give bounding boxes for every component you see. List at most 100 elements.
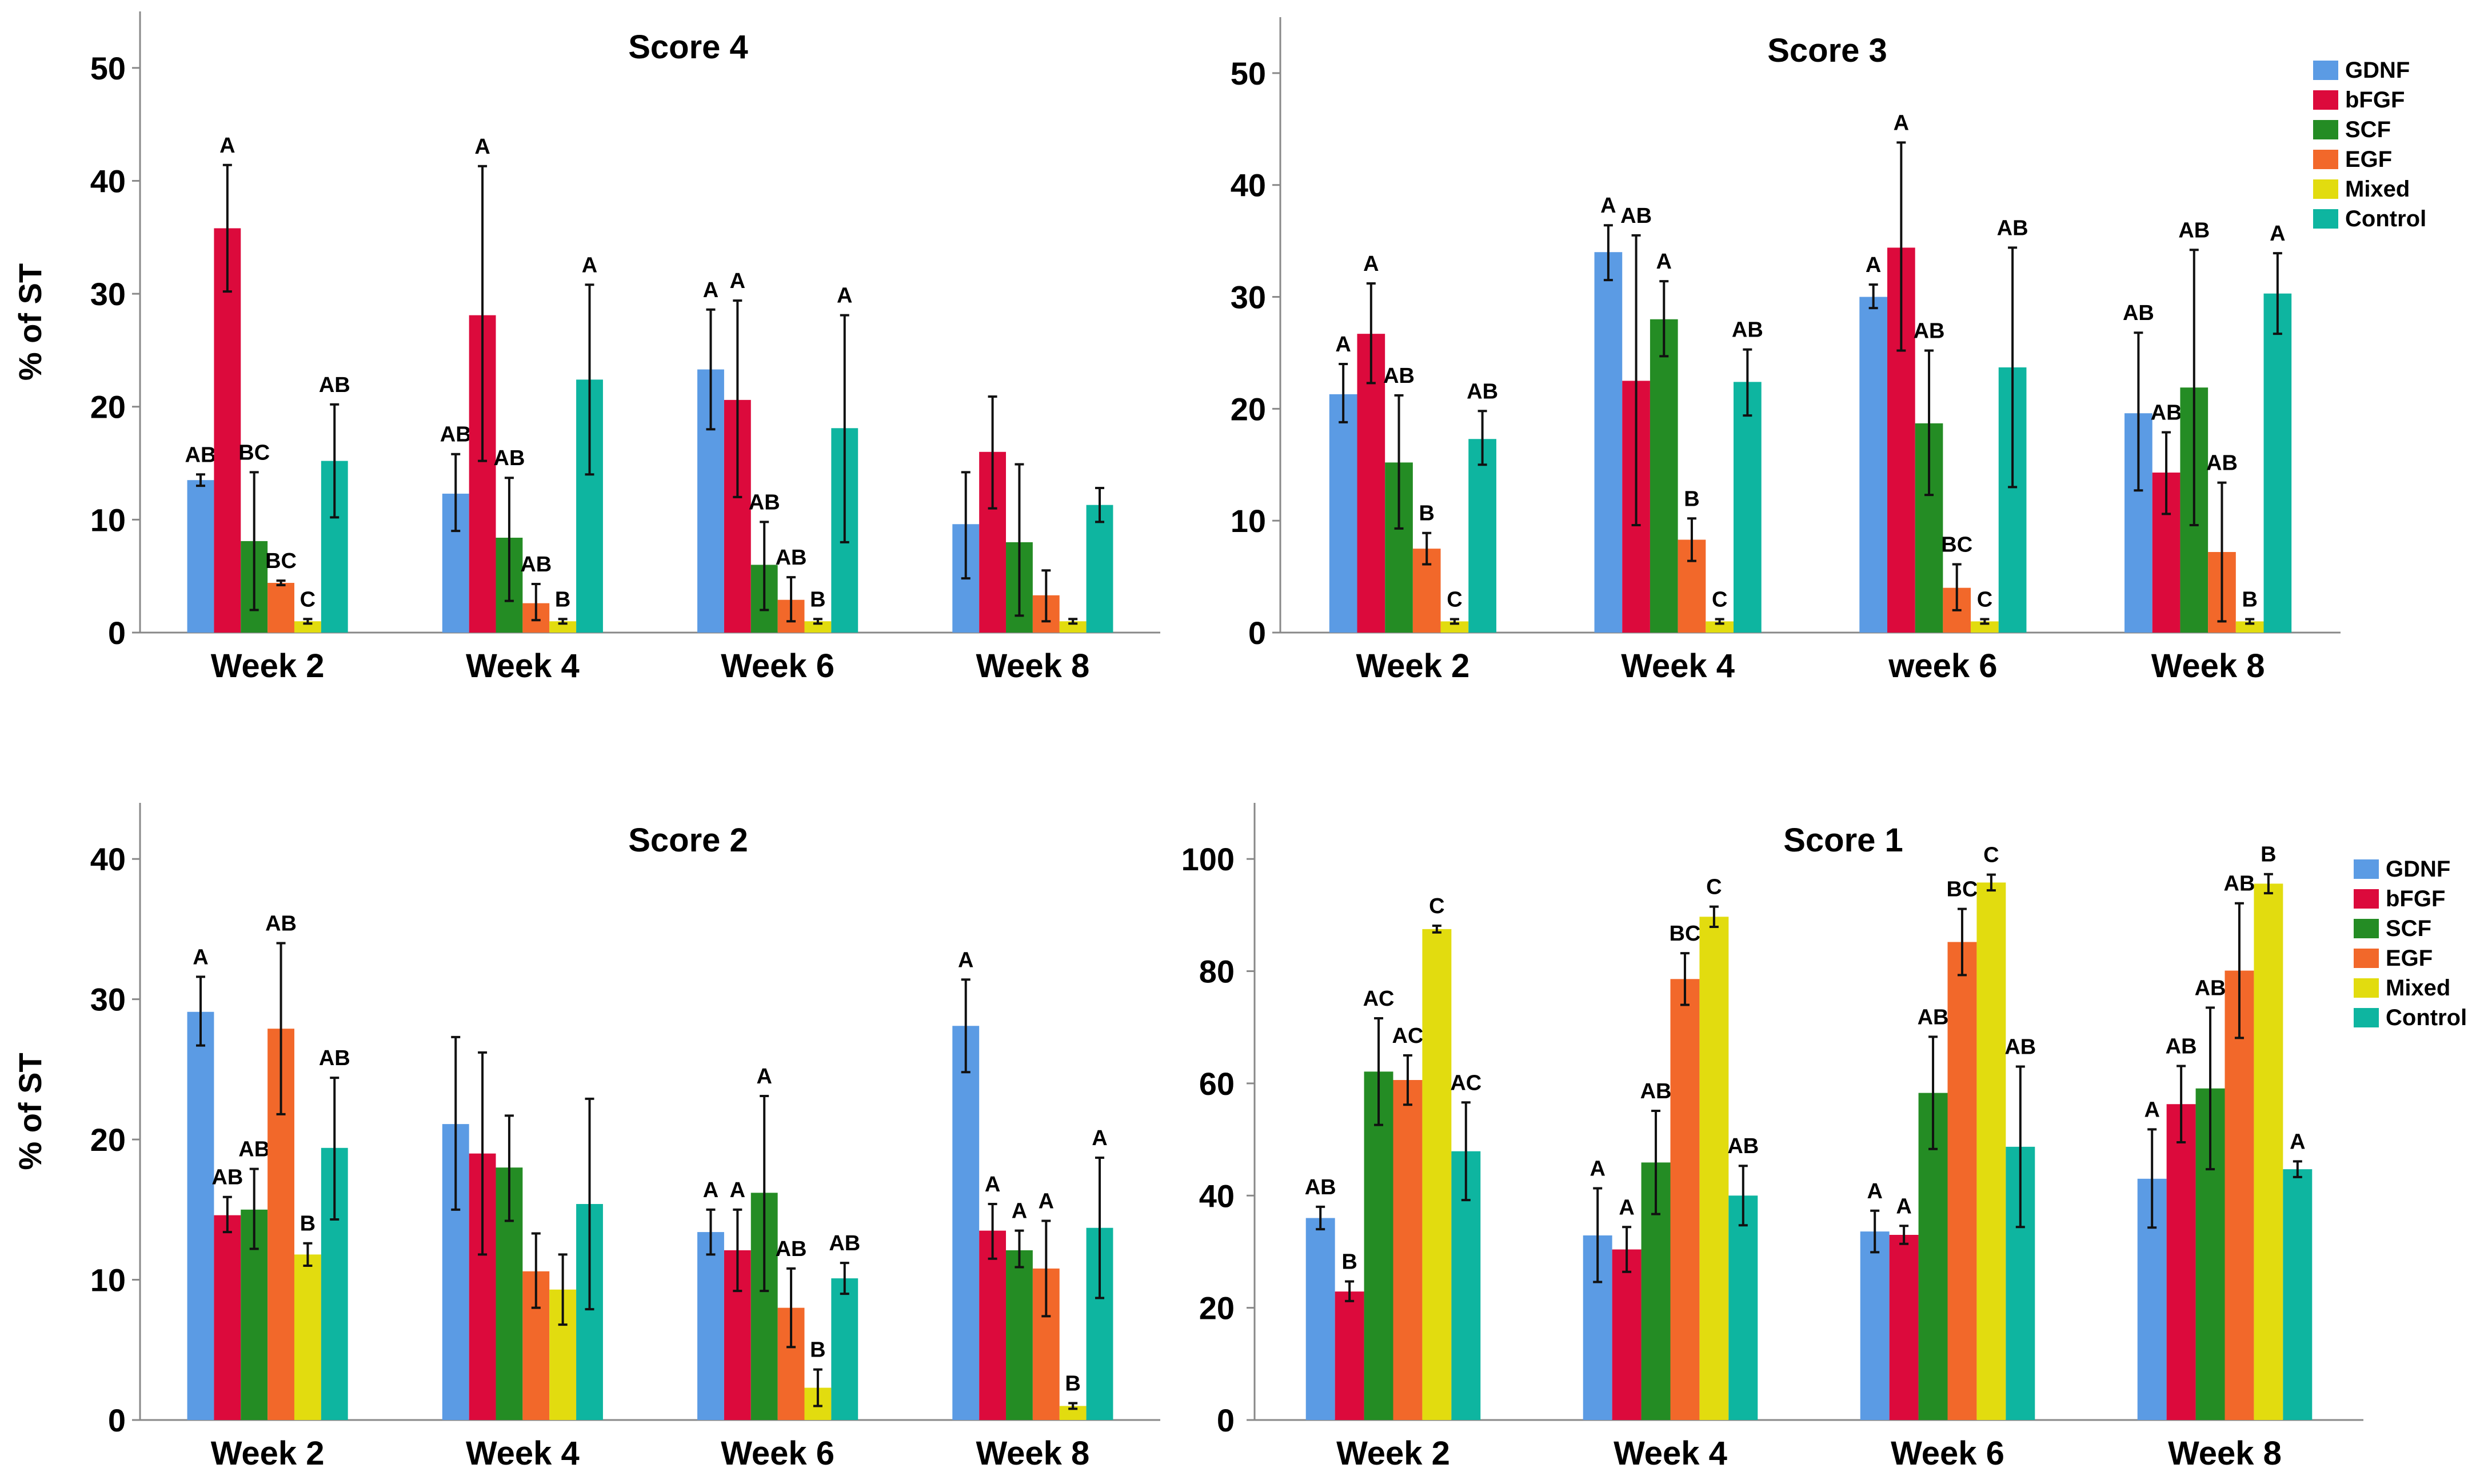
y-tick-label: 10 xyxy=(90,1262,126,1298)
legend-swatch-gdnf xyxy=(2354,859,2379,879)
bar-mixed-3 xyxy=(1971,621,1999,633)
bar-control-4 xyxy=(2283,1169,2313,1420)
x-tick-label: Week 8 xyxy=(2168,1435,2282,1472)
bar-mixed-4 xyxy=(2254,883,2283,1420)
significance-letter: C xyxy=(1983,843,1999,867)
significance-letter: A xyxy=(1600,194,1616,218)
x-tick-label: Week 4 xyxy=(1614,1435,1727,1472)
significance-letter: AB xyxy=(440,423,472,447)
x-tick-label: Week 6 xyxy=(1891,1435,2004,1472)
x-tick-label: Week 2 xyxy=(1356,647,1469,685)
significance-letter: A xyxy=(2270,222,2285,246)
x-tick-label: Week 4 xyxy=(466,1435,580,1472)
y-axis-label: % of ST xyxy=(12,1053,48,1170)
legend-swatch-mixed xyxy=(2313,179,2338,199)
significance-letter: C xyxy=(1447,588,1462,612)
bar-mixed-1 xyxy=(294,1254,321,1420)
y-tick-label: 40 xyxy=(1199,1178,1235,1214)
legend-label: GDNF xyxy=(2386,857,2450,882)
bar-mixed-1 xyxy=(294,621,321,633)
significance-letter: AB xyxy=(520,553,552,577)
y-tick-label: 0 xyxy=(1217,1402,1235,1438)
bar-mixed-2 xyxy=(1706,621,1734,633)
significance-letter: B xyxy=(1065,1372,1080,1396)
significance-letter: AB xyxy=(2123,301,2154,325)
significance-letter: AB xyxy=(2195,976,2226,1000)
y-tick-label: 30 xyxy=(1231,279,1266,315)
legend: GDNF bFGF SCF EGF Mixed Control xyxy=(2313,58,2426,231)
significance-letter: A xyxy=(1335,333,1351,357)
y-axis-label: % of ST xyxy=(12,263,48,381)
bar-gdnf-4 xyxy=(952,1026,980,1420)
bar-bfgf-3 xyxy=(1889,1235,1919,1420)
bar-scf-2 xyxy=(1650,319,1678,633)
chart-title: Score 3 xyxy=(1767,32,1887,69)
significance-letter: AB xyxy=(2166,1034,2197,1058)
significance-letter: A xyxy=(1896,1194,1911,1218)
y-tick-label: 100 xyxy=(1181,841,1235,877)
significance-letter: BC xyxy=(1670,922,1701,946)
significance-letter: A xyxy=(582,253,597,277)
significance-letter: A xyxy=(474,135,490,159)
bar-egf-3 xyxy=(1947,942,1977,1420)
significance-letter: AB xyxy=(776,1237,807,1261)
legend-swatch-bfgf xyxy=(2354,889,2379,909)
significance-letter: AB xyxy=(238,1138,270,1162)
significance-letter: AB xyxy=(2206,451,2238,475)
significance-letter: A xyxy=(1363,252,1379,276)
legend-label: bFGF xyxy=(2386,886,2445,911)
significance-letter: A xyxy=(985,1173,1000,1197)
bar-egf-2 xyxy=(1670,979,1700,1420)
y-tick-label: 20 xyxy=(90,389,126,425)
significance-letter: AB xyxy=(494,446,525,470)
y-tick-label: 10 xyxy=(1231,503,1266,539)
significance-letter: AB xyxy=(2224,872,2255,896)
significance-letter: A xyxy=(2290,1130,2305,1154)
significance-letter: A xyxy=(193,945,208,969)
x-tick-label: Week 4 xyxy=(1621,647,1735,685)
legend-label: SCF xyxy=(2345,117,2391,142)
bar-bfgf-1 xyxy=(214,1215,241,1420)
bar-gdnf-3 xyxy=(1859,297,1887,633)
bar-scf-4 xyxy=(1006,1250,1033,1420)
legend-label: EGF xyxy=(2386,946,2433,971)
bar-control-2 xyxy=(1728,1195,1758,1420)
chart-title: Score 1 xyxy=(1783,822,1903,859)
significance-letter: C xyxy=(1429,894,1444,918)
chart-title: Score 4 xyxy=(628,29,748,66)
x-tick-label: Week 8 xyxy=(976,647,1089,685)
significance-letter: A xyxy=(958,948,973,972)
significance-letter: AB xyxy=(1640,1079,1672,1103)
legend-swatch-gdnf xyxy=(2313,61,2338,80)
y-tick-label: 80 xyxy=(1199,954,1235,990)
y-tick-label: 30 xyxy=(90,982,126,1018)
bar-gdnf-3 xyxy=(1860,1231,1890,1420)
significance-letter: A xyxy=(1866,253,1881,277)
x-tick-label: Week 8 xyxy=(2151,647,2265,685)
significance-letter: BC xyxy=(265,549,297,573)
legend-swatch-mixed xyxy=(2354,978,2379,998)
bar-egf-1 xyxy=(267,583,294,633)
bar-control-1 xyxy=(1468,439,1496,633)
bar-bfgf-4 xyxy=(979,1230,1007,1420)
significance-letter: A xyxy=(2144,1098,2159,1122)
significance-letter: A xyxy=(1867,1179,1882,1203)
y-tick-label: 50 xyxy=(1231,55,1266,91)
significance-letter: A xyxy=(1012,1199,1027,1223)
x-tick-label: Week 6 xyxy=(721,1435,834,1472)
significance-letter: B xyxy=(1341,1250,1357,1274)
significance-letter: B xyxy=(555,587,570,611)
bar-mixed-2 xyxy=(549,621,577,633)
significance-letter: A xyxy=(1092,1126,1107,1150)
bar-bfgf-1 xyxy=(214,228,241,633)
significance-letter: AB xyxy=(1383,364,1415,388)
legend-swatch-egf xyxy=(2354,949,2379,968)
significance-letter: AB xyxy=(265,911,297,935)
significance-letter: AB xyxy=(749,490,780,514)
y-tick-label: 30 xyxy=(90,276,126,312)
legend: GDNF bFGF SCF EGF Mixed Control xyxy=(2354,857,2467,1030)
significance-letter: A xyxy=(837,284,852,308)
significance-letter: AB xyxy=(1918,1005,1949,1029)
